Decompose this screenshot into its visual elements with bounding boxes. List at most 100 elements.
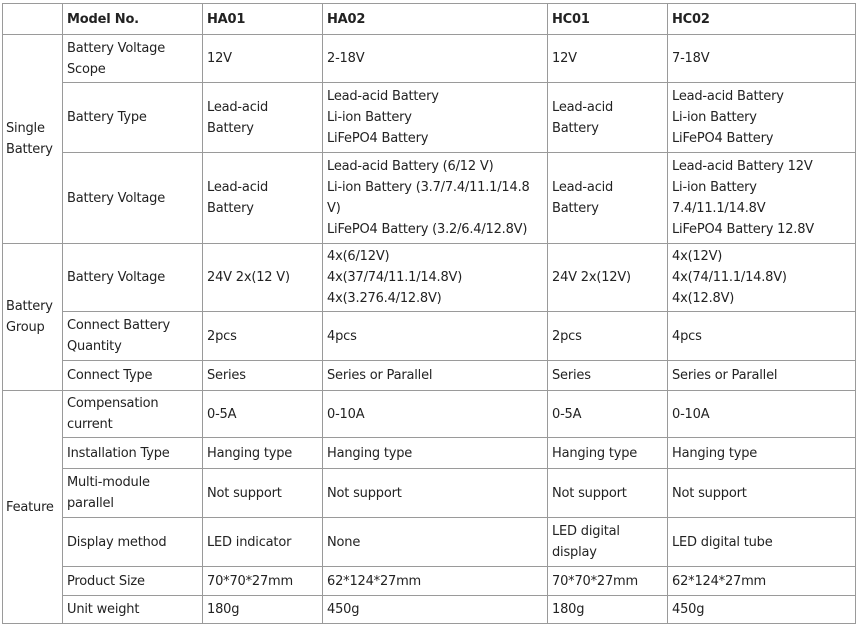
cell-line: 62*124*27mm (672, 573, 767, 589)
header-cell-hc01: HC01 (547, 3, 668, 35)
cell-spec-name: Display method (62, 517, 203, 567)
cell-line: Hanging type (552, 445, 638, 461)
cell-line: 4x(12V) (672, 249, 723, 264)
group-label-line: Feature (6, 499, 54, 515)
cell-line: 24V 2x(12V) (552, 270, 631, 285)
cell-line: Hanging type (672, 445, 758, 461)
cell-hc02: Lead-acid Battery 12V Li-ion Battery 7.4/1… (667, 152, 856, 244)
cell-ha01: LED indicator (202, 517, 323, 567)
cell-line: Li-ion Battery (672, 180, 757, 195)
cell-line: 4x(3.276.4/12.8V) (327, 291, 442, 306)
cell-line: Connect Type (67, 368, 153, 383)
cell-line: 7-18V (672, 51, 710, 66)
cell-line: V) (327, 201, 341, 216)
cell-line: 4x(37/74/11.1/14.8V) (327, 270, 463, 285)
cell-spec-name: Connect Type (62, 360, 203, 391)
cell-hc02: 4pcs (667, 311, 856, 361)
cell-ha02: 450g (322, 595, 548, 624)
cell-line: LED digital (552, 524, 620, 539)
cell-spec-name: Unit weight (62, 595, 203, 624)
table-row: Battery Type Lead-acid Battery Lead-acid B… (3, 82, 856, 153)
cell-line: Lead-acid (552, 99, 614, 115)
cell-hc02: 450g (667, 595, 856, 624)
cell-line: display (552, 545, 597, 560)
cell-hc01: 12V (547, 34, 668, 83)
table-row: Battery Group Battery Voltage 24V 2x(12 V) 4… (2, 243, 856, 391)
group-label-line: Battery (6, 142, 53, 157)
cell-ha01: Series (202, 360, 323, 391)
cell-line: Lead-acid Battery (6/12 V) (327, 159, 494, 174)
cell-ha01: 2pcs (202, 311, 323, 361)
group-label-line: Single (6, 121, 45, 136)
cell-line: parallel (67, 496, 114, 511)
cell-hc02: 4x(12V) 4x(74/11.1/14.8V) 4x(12.8V) (667, 243, 856, 312)
cell-line: LiFePO4 Battery (3.2/6.4/12.8V) (327, 222, 528, 237)
cell-spec-name: Battery Voltage (62, 152, 203, 244)
cell-line: Multi-module (67, 475, 150, 490)
cell-line: Display method (67, 534, 167, 550)
cell-line: 450g (327, 602, 360, 617)
cell-spec-name: Battery Voltage Scope (62, 34, 203, 83)
cell-ha01: 12V (202, 34, 323, 83)
cell-ha02: Series or Parallel (322, 360, 548, 391)
group-label: Battery Group (2, 243, 63, 391)
cell-hc01: Not support (547, 468, 668, 518)
cell-line: current (67, 417, 113, 432)
table-row: Product Size 70*70*27mm 62*124*27mm 70*70*2… (3, 566, 856, 596)
cell-line: Lead-acid Battery (207, 180, 269, 216)
cell-line: Battery Voltage (67, 270, 166, 285)
header-cell-ha01: HA01 (202, 3, 323, 35)
cell-line: 0-10A (327, 406, 365, 422)
cell-ha02: Lead-acid Battery Li-ion Battery LiFePO4 B… (322, 82, 548, 153)
table-row: Multi-module parallel Not support Not suppo… (3, 468, 856, 518)
cell-hc01: Series (547, 360, 668, 391)
cell-hc01: Hanging type (547, 437, 668, 469)
table-row: Unit weight 180g 450g 180g 450g (3, 595, 856, 624)
cell-line: Compensation (67, 396, 159, 411)
cell-ha01: Lead-acid Battery (202, 82, 323, 153)
cell-line: 4x(74/11.1/14.8V) (672, 270, 787, 285)
cell-line: Lead-acid Battery (207, 99, 269, 136)
cell-ha02: Hanging type (322, 437, 548, 469)
cell-line: 7.4/11.1/14.8V (672, 201, 766, 216)
cell-line: Connect Battery (67, 318, 170, 333)
cell-hc02: Not support (667, 468, 856, 518)
cell-line: 4x(12.8V) (672, 291, 735, 306)
cell-line: 0-10A (672, 406, 710, 422)
cell-spec-name: Connect Battery Quantity (62, 311, 203, 361)
table-row: Single Battery Battery Voltage Scope 12V 2-18… (2, 34, 856, 244)
cell-line: 4pcs (327, 328, 357, 344)
header-row: Model No. HA01 HA02 HC01 HC02 (2, 3, 856, 35)
cell-line: LiFePO4 Battery 12.8V (672, 222, 814, 237)
cell-line: 70*70*27mm (207, 573, 293, 589)
cell-ha01: Not support (202, 468, 323, 518)
table-row: Battery Voltage Lead-acid Battery Lead-aci… (3, 152, 856, 244)
cell-line: Quantity (67, 339, 122, 354)
cell-line: Hanging type (327, 445, 413, 461)
cell-ha02: 4x(6/12V) 4x(37/74/11.1/14.8V) 4x(3.276.4/… (322, 243, 548, 312)
cell-line: Li-ion Battery (672, 110, 757, 125)
cell-line: 0-5A (207, 406, 237, 422)
cell-line: Lead-acid Battery (327, 89, 439, 104)
group-label: Feature (2, 390, 63, 624)
cell-line: Series or Parallel (327, 368, 433, 383)
table-row: Connect Battery Quantity 2pcs 4pcs 2pcs 4pcs (3, 311, 856, 361)
cell-line: 70*70*27mm (552, 573, 638, 589)
cell-line: 2pcs (207, 328, 237, 344)
cell-hc02: Hanging type (667, 437, 856, 469)
cell-line: Battery Type (67, 110, 147, 125)
cell-spec-name: Compensation current (62, 390, 203, 438)
cell-line: 4x(6/12V) (327, 249, 390, 264)
cell-ha02: Not support (322, 468, 548, 518)
cell-hc01: 0-5A (547, 390, 668, 438)
cell-line: 2-18V (327, 51, 365, 66)
cell-line: Battery Voltage (67, 190, 166, 206)
cell-hc01: Lead-acid Battery (547, 152, 668, 244)
table-row: Installation Type Hanging type Hanging typ… (3, 437, 856, 469)
cell-line: Battery Voltage (67, 40, 166, 56)
cell-spec-name: Installation Type (62, 437, 203, 469)
cell-ha02: Lead-acid Battery (6/12 V) Li-ion Battery… (322, 152, 548, 244)
header-cell-blank (2, 3, 63, 35)
cell-line: Product Size (67, 573, 145, 589)
cell-line: LED digital tube (672, 534, 773, 550)
